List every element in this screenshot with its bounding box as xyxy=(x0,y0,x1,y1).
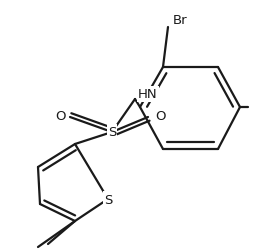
Text: S: S xyxy=(104,193,112,206)
Text: Br: Br xyxy=(173,13,188,26)
Text: methyl... no, just a line to CH3: methyl... no, just a line to CH3 xyxy=(0,251,130,252)
Text: HN: HN xyxy=(138,88,158,101)
Text: O: O xyxy=(155,109,165,122)
Text: S: S xyxy=(108,126,116,139)
Text: O: O xyxy=(55,109,65,122)
